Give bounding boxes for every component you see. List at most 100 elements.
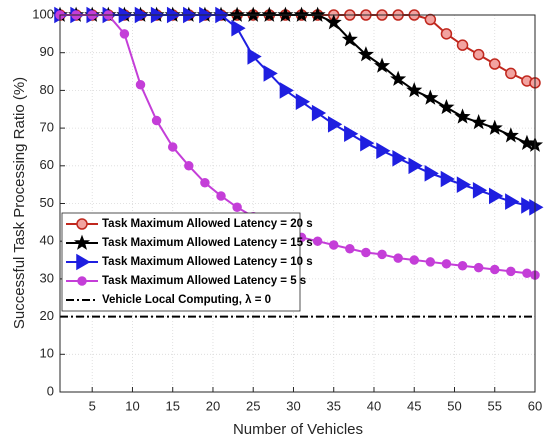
x-tick-label: 45 <box>407 398 421 413</box>
marker <box>76 253 91 271</box>
marker <box>409 255 419 265</box>
marker <box>440 28 453 40</box>
y-tick-label: 80 <box>40 82 54 97</box>
marker <box>472 48 485 61</box>
marker <box>390 70 407 86</box>
legend-label: Task Maximum Allowed Latency = 15 s <box>102 237 313 249</box>
marker <box>505 193 520 210</box>
marker <box>529 198 544 216</box>
x-axis-label: Number of Vehicles <box>233 421 363 438</box>
x-tick-label: 10 <box>125 398 139 413</box>
marker <box>295 93 311 111</box>
marker <box>73 234 91 250</box>
x-tick-label: 55 <box>488 398 502 413</box>
marker <box>231 19 246 37</box>
marker <box>393 253 403 263</box>
marker <box>486 119 503 135</box>
marker <box>232 202 242 213</box>
marker <box>279 82 294 99</box>
marker <box>261 6 278 22</box>
x-tick-label: 15 <box>165 398 179 413</box>
marker <box>502 127 519 143</box>
y-tick-label: 90 <box>40 44 54 59</box>
marker <box>184 161 194 171</box>
marker <box>473 262 484 273</box>
marker <box>345 243 355 254</box>
marker <box>311 104 327 122</box>
x-tick-label: 35 <box>326 398 340 413</box>
y-tick-label: 10 <box>40 346 54 361</box>
marker <box>327 116 343 133</box>
marker <box>167 142 178 152</box>
marker <box>119 29 130 39</box>
marker <box>245 6 262 22</box>
y-tick-label: 100 <box>32 6 54 21</box>
y-tick-label: 0 <box>47 383 54 398</box>
y-tick-label: 30 <box>40 270 54 285</box>
marker <box>506 266 516 277</box>
marker <box>424 165 439 182</box>
marker <box>522 268 532 278</box>
marker <box>456 39 469 51</box>
legend-label: Task Maximum Allowed Latency = 20 s <box>102 218 313 230</box>
legend-label: Task Maximum Allowed Latency = 10 s <box>102 256 313 268</box>
marker <box>521 197 536 214</box>
legend-label: Task Maximum Allowed Latency = 5 s <box>102 275 306 287</box>
x-tick-label: 5 <box>89 398 96 413</box>
marker <box>247 48 262 65</box>
marker <box>377 249 387 260</box>
marker <box>263 65 278 82</box>
marker <box>293 6 310 22</box>
marker <box>151 115 162 126</box>
x-tick-label: 30 <box>286 398 300 413</box>
y-tick-label: 40 <box>40 233 54 248</box>
marker <box>406 81 423 98</box>
marker <box>457 260 468 271</box>
marker <box>344 125 359 143</box>
marker <box>505 67 517 80</box>
x-tick-label: 50 <box>447 398 461 413</box>
y-tick-label: 70 <box>40 120 54 135</box>
marker <box>328 240 339 250</box>
marker <box>440 170 455 188</box>
y-tick-label: 20 <box>40 308 54 323</box>
legend-box <box>61 212 301 312</box>
marker <box>216 191 226 201</box>
marker <box>488 58 501 70</box>
marker <box>277 6 294 22</box>
marker <box>360 134 375 152</box>
x-tick-label: 40 <box>367 398 381 413</box>
marker <box>489 264 500 275</box>
marker <box>472 181 488 199</box>
plot-frame <box>59 14 536 393</box>
marker <box>357 46 374 62</box>
marker <box>341 31 358 47</box>
y-tick-label: 50 <box>40 195 54 210</box>
y-tick-label: 60 <box>40 157 54 172</box>
marker <box>361 247 371 258</box>
marker <box>77 276 87 286</box>
marker <box>454 108 471 124</box>
marker <box>325 14 342 30</box>
marker <box>376 142 391 160</box>
marker <box>135 79 146 90</box>
marker <box>488 187 504 205</box>
marker <box>374 57 391 73</box>
legend-label: Vehicle Local Computing, λ = 0 <box>102 294 271 306</box>
x-tick-label: 20 <box>206 398 220 413</box>
marker <box>424 13 437 26</box>
marker <box>441 259 452 269</box>
x-tick-label: 60 <box>528 398 542 413</box>
x-tick-label: 25 <box>246 398 260 413</box>
marker <box>456 176 472 193</box>
marker <box>438 98 455 115</box>
marker <box>392 149 407 167</box>
marker <box>408 157 423 175</box>
marker <box>309 6 326 22</box>
marker <box>422 89 439 105</box>
marker <box>229 6 246 22</box>
marker <box>425 257 436 267</box>
marker <box>200 178 210 188</box>
marker <box>312 236 323 246</box>
